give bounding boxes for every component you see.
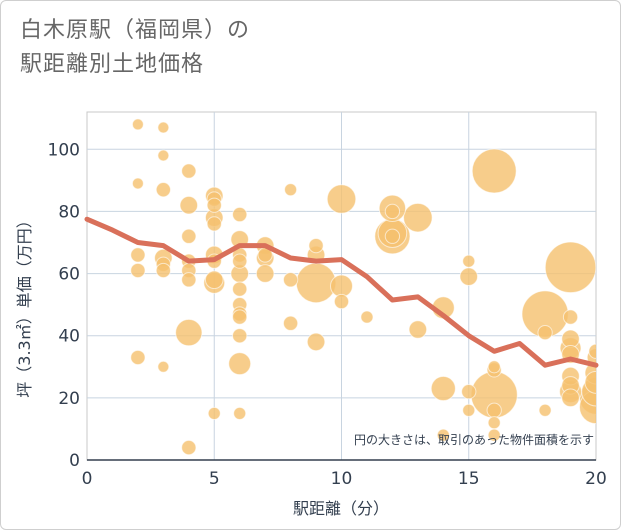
- title-line-2: 駅距離別土地価格: [20, 52, 205, 77]
- data-bubble: [459, 267, 479, 286]
- data-bubble: [157, 360, 170, 373]
- data-bubble: [232, 328, 248, 344]
- data-bubble: [538, 403, 552, 417]
- y-tick-label: 0: [69, 451, 80, 471]
- data-bubble: [561, 329, 580, 349]
- data-bubble: [561, 388, 580, 408]
- chart-title: 白木原駅（福岡県）の 駅距離別土地価格: [20, 14, 250, 82]
- y-tick-labels: 0 20 40 60 80 100: [48, 140, 80, 471]
- data-bubble: [384, 228, 401, 244]
- data-bubble: [326, 184, 357, 214]
- data-bubble: [282, 315, 299, 331]
- data-bubble: [430, 375, 456, 402]
- data-bubble: [157, 149, 170, 162]
- data-bubble: [333, 293, 350, 310]
- data-bubble: [544, 241, 596, 294]
- y-tick-label: 60: [58, 265, 80, 285]
- data-bubble: [295, 262, 337, 304]
- y-tick-label: 40: [58, 327, 80, 347]
- data-bubble: [130, 262, 146, 279]
- data-bubble: [207, 406, 221, 420]
- data-bubble: [284, 183, 298, 197]
- data-bubble: [562, 309, 579, 325]
- trend-line: [84, 216, 599, 368]
- data-bubble: [232, 309, 248, 325]
- x-tick-label: 20: [585, 469, 607, 489]
- data-bubble: [232, 253, 248, 269]
- data-bubble: [155, 182, 172, 198]
- data-bubble: [233, 406, 247, 420]
- data-bubble: [255, 264, 275, 283]
- x-tick-label: 15: [458, 469, 480, 489]
- data-bubble: [131, 118, 144, 131]
- data-bubble: [181, 439, 197, 456]
- data-bubble: [232, 281, 248, 297]
- data-bubble: [588, 343, 596, 359]
- x-axis-title: 駅距離（分）: [293, 499, 389, 518]
- data-bubble: [486, 402, 502, 418]
- x-tick-labels: 0 5 10 15 20: [82, 469, 607, 489]
- bubble-layer: [130, 118, 596, 456]
- data-bubble: [487, 416, 501, 430]
- data-bubble: [228, 352, 252, 376]
- title-line-1: 白木原駅（福岡県）の: [20, 18, 251, 43]
- data-bubble: [232, 206, 248, 223]
- data-bubble: [157, 121, 170, 134]
- size-note: 円の大きさは、取引のあった物件面積を示す: [354, 432, 594, 447]
- data-bubble: [306, 332, 326, 352]
- y-tick-label: 80: [58, 202, 80, 222]
- x-tick-label: 10: [331, 469, 353, 489]
- data-bubble: [181, 272, 197, 288]
- data-bubble: [487, 360, 501, 374]
- data-bubble: [330, 274, 353, 298]
- data-bubble: [462, 254, 476, 268]
- data-bubble: [130, 247, 146, 263]
- data-bubble: [181, 228, 197, 244]
- data-bubble: [408, 320, 428, 339]
- data-bubble: [282, 272, 299, 288]
- data-bubble: [179, 195, 199, 215]
- data-bubble: [131, 177, 144, 190]
- data-bubble: [537, 324, 553, 341]
- y-tick-label: 100: [48, 140, 80, 160]
- data-bubble: [308, 237, 324, 254]
- x-tick-label: 5: [209, 469, 220, 489]
- data-bubble: [462, 403, 476, 417]
- data-bubble: [206, 216, 222, 232]
- y-tick-label: 20: [58, 389, 80, 409]
- data-bubble: [206, 197, 222, 213]
- data-bubble: [204, 270, 224, 290]
- data-bubble: [175, 318, 203, 347]
- data-bubble: [461, 383, 477, 400]
- data-bubble: [130, 349, 146, 366]
- data-bubble: [487, 428, 501, 442]
- x-tick-label: 0: [82, 469, 93, 489]
- data-bubble: [360, 310, 374, 324]
- data-bubble: [384, 203, 401, 220]
- data-bubble: [403, 202, 433, 233]
- y-axis-title: 坪（3.3㎡）単価（万円）: [15, 212, 34, 397]
- data-bubble: [584, 370, 596, 394]
- data-bubble: [436, 428, 450, 442]
- data-bubble: [181, 163, 197, 179]
- data-bubble: [155, 262, 172, 279]
- data-bubble: [471, 148, 517, 194]
